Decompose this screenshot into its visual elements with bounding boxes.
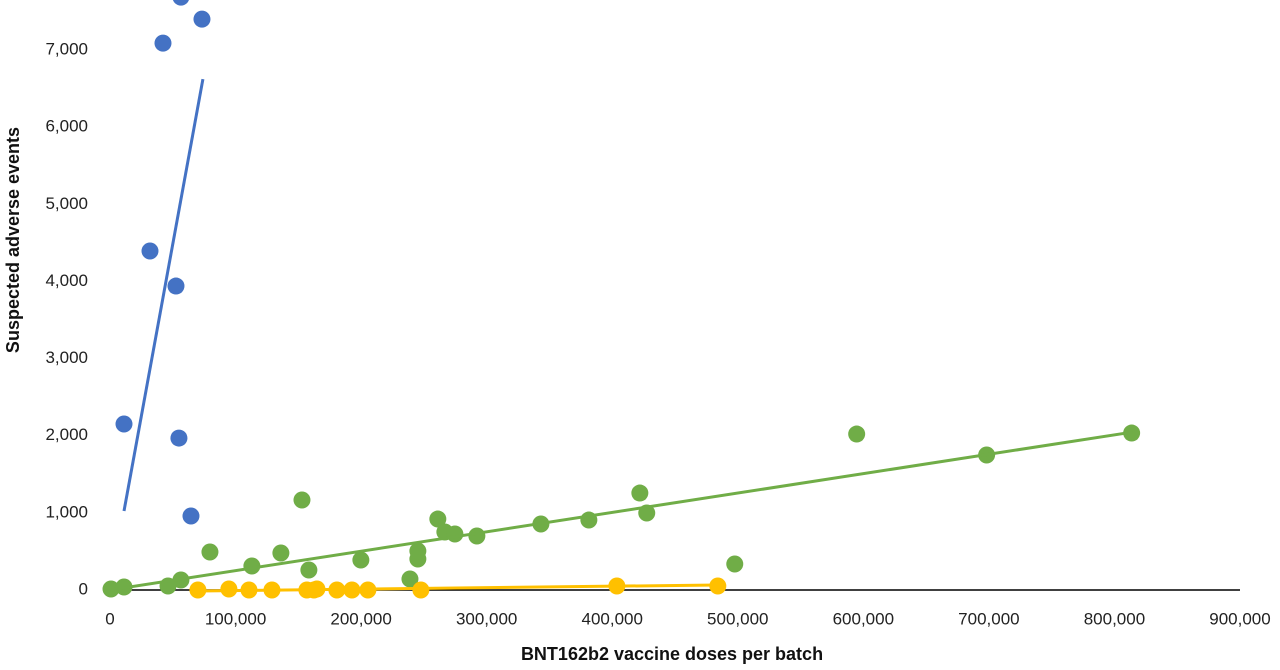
x-axis-title: BNT162b2 vaccine doses per batch [521, 644, 823, 664]
x-tick-label: 0 [105, 609, 114, 628]
x-tick-label: 400,000 [581, 609, 642, 628]
point [220, 580, 238, 598]
point [243, 557, 261, 575]
y-tick-label: 2,000 [45, 425, 88, 444]
point [401, 570, 419, 588]
x-tick-label: 100,000 [205, 609, 266, 628]
point [848, 425, 866, 443]
x-tick-label: 900,000 [1209, 609, 1270, 628]
point [352, 551, 370, 569]
x-tick-label: 500,000 [707, 609, 768, 628]
y-tick-label: 5,000 [45, 194, 88, 213]
point [300, 561, 318, 579]
y-tick-label: 4,000 [45, 271, 88, 290]
point [293, 491, 311, 509]
y-tick-label: 1,000 [45, 502, 88, 521]
y-tick-label: 6,000 [45, 117, 88, 136]
y-tick-label: 3,000 [45, 348, 88, 367]
trend-line [122, 78, 205, 512]
point [141, 242, 159, 260]
point [201, 543, 219, 561]
point [446, 525, 464, 543]
y-tick-label: 0 [79, 579, 88, 598]
point [272, 544, 290, 562]
point [115, 415, 133, 433]
point [468, 527, 486, 545]
x-tick-label: 600,000 [833, 609, 894, 628]
point [154, 34, 172, 52]
y-axis-title: Suspected adverse events [3, 127, 23, 353]
trend-line [197, 583, 718, 593]
point [170, 429, 188, 447]
point [409, 542, 427, 560]
point [631, 484, 649, 502]
trend-line [109, 430, 1133, 592]
point [429, 510, 447, 528]
point [182, 507, 200, 525]
point [167, 277, 185, 295]
point [193, 10, 211, 28]
point [412, 581, 430, 599]
x-tick-label: 300,000 [456, 609, 517, 628]
x-tick-label: 800,000 [1084, 609, 1145, 628]
y-tick-label: 7,000 [45, 40, 88, 59]
x-tick-label: 200,000 [330, 609, 391, 628]
point [172, 0, 189, 6]
point [726, 555, 744, 573]
x-tick-label: 700,000 [958, 609, 1019, 628]
